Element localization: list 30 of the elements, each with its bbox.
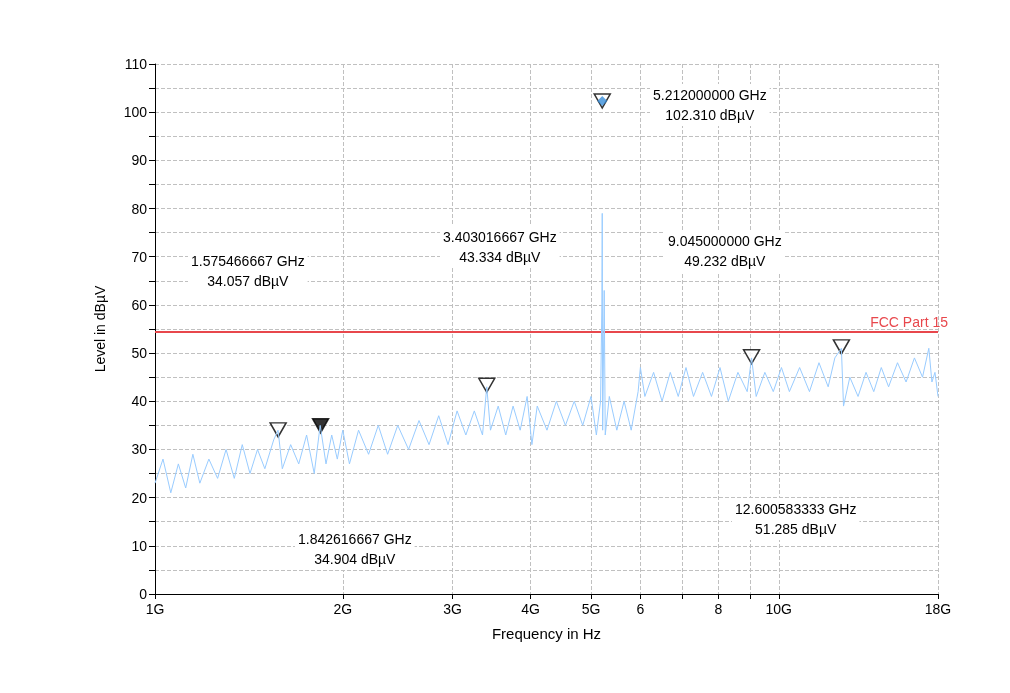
ref-line-label: FCC Part 15 [870, 314, 949, 331]
annotation: 1.842616667 GHz 34.904 dBµV [298, 531, 412, 567]
x-tick-label: 5G [581, 601, 601, 617]
x-tick-label: 1G [145, 601, 165, 617]
y-tick-label: 10 [131, 537, 148, 554]
x-tick-label: 6 [636, 601, 645, 617]
x-tick-label: 3G [443, 601, 462, 617]
x-tick-label: 10G [765, 601, 792, 617]
y-tick-label: 90 [131, 152, 148, 169]
y-tick-label: 50 [131, 345, 148, 362]
annotation: 12.600583333 GHz 51.285 dBµV [734, 501, 857, 537]
y-tick-label: 110 [124, 56, 148, 72]
annotation: 3.403016667 GHz 43.334 dBµV [443, 229, 557, 265]
x-tick-label: 18G [924, 601, 952, 617]
y-tick-label: 0 [139, 586, 148, 602]
y-tick-label: 80 [131, 200, 148, 217]
y-tick-label: 40 [131, 393, 148, 410]
x-tick-label: 8 [714, 601, 723, 617]
y-axis-title: Level in dBµV [92, 285, 108, 373]
x-axis-title: Frequency in Hz [491, 625, 602, 642]
x-tick-label: 2G [333, 601, 353, 617]
y-tick-label: 30 [131, 441, 148, 458]
y-tick-label: 70 [131, 248, 148, 265]
y-tick-label: 100 [123, 104, 148, 121]
annotation: 5.212000000 GHz 102.310 dBµV [653, 87, 767, 123]
y-tick-label: 60 [131, 296, 148, 313]
x-tick-label: 4G [521, 601, 540, 617]
annotation: 9.045000000 GHz 49.232 dBµV [668, 233, 782, 269]
y-tick-label: 20 [131, 489, 148, 506]
annotation: 1.575466667 GHz 34.057 dBµV [191, 253, 305, 289]
